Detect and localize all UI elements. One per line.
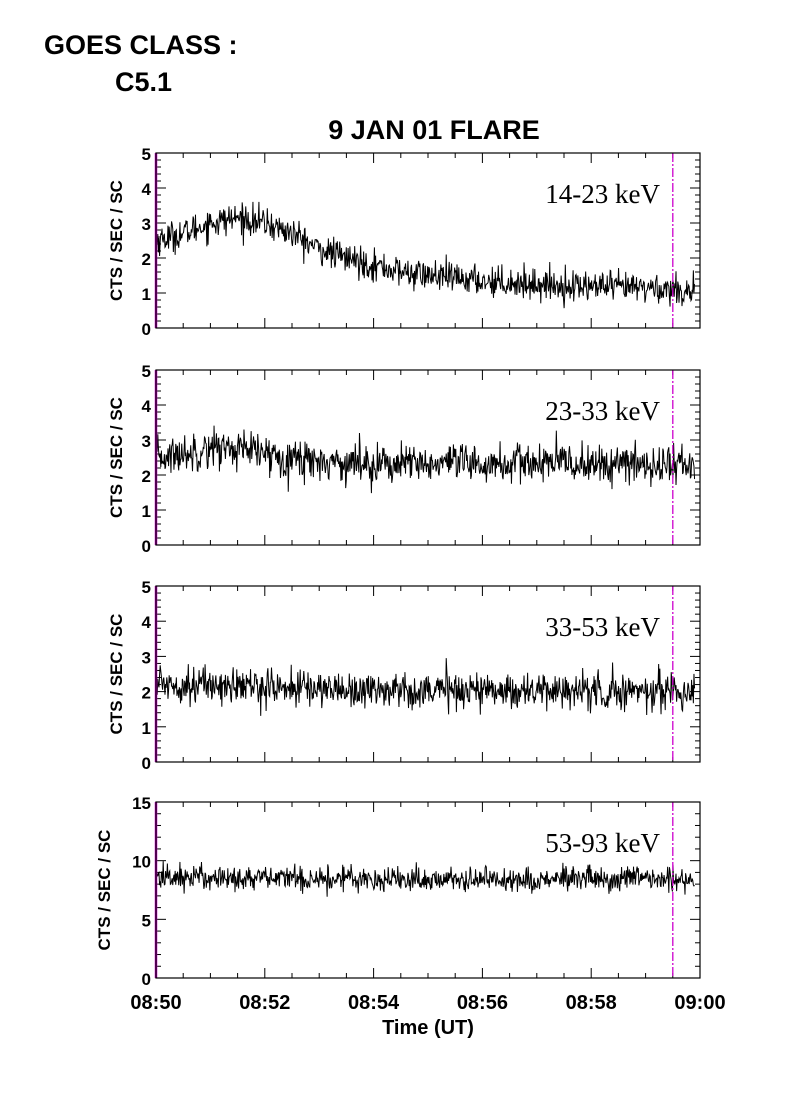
- energy-band-label: 53-93 keV: [545, 828, 660, 858]
- energy-band-label: 23-33 keV: [545, 396, 660, 426]
- x-tick-label: 08:56: [457, 992, 508, 1014]
- y-tick-label: 0: [142, 537, 151, 556]
- panel-4: 0 5 10 15 CTS / SEC / SC 53-93 keV 08:50 08:52 0…: [95, 794, 726, 1014]
- y-tick-label: 1: [142, 719, 151, 738]
- y-tick-label: 5: [142, 911, 151, 930]
- y-tick-label: 1: [142, 285, 151, 304]
- plot-frame: [155, 152, 701, 329]
- panel-2: 0 1 2 3 4 5 CTS / SEC / SC 23-33 keV: [107, 362, 701, 556]
- y-tick-label: 4: [142, 613, 152, 632]
- y-tick-label: 0: [142, 320, 151, 339]
- x-tick-label: 08:52: [239, 992, 290, 1014]
- y-tick-label: 10: [132, 853, 151, 872]
- y-tick-label: 0: [142, 754, 151, 773]
- energy-band-label: 14-23 keV: [545, 179, 660, 209]
- y-tick-label: 1: [142, 502, 151, 521]
- goes-class-label: GOES CLASS :: [44, 30, 238, 60]
- panel-3: 0 1 2 3 4 5 CTS / SEC / SC 33-53 keV: [107, 578, 701, 773]
- series-line: [155, 425, 696, 494]
- y-axis-label: CTS / SEC / SC: [107, 614, 126, 735]
- y-tick-label: 5: [142, 578, 151, 597]
- panels-group: 0 1 2 3 4 5 CTS / SEC / SC 14-23 keV 0 1 2 3 4 5 CTS /…: [95, 145, 726, 1014]
- series-line: [155, 201, 696, 309]
- x-tick-label: 09:00: [674, 992, 725, 1014]
- y-tick-label: 15: [132, 794, 151, 813]
- energy-band-label: 33-53 keV: [545, 612, 660, 642]
- y-axis-label: CTS / SEC / SC: [107, 397, 126, 518]
- figure-title: 9 JAN 01 FLARE: [328, 115, 540, 145]
- y-tick-label: 2: [142, 467, 151, 486]
- x-tick-label: 08:54: [348, 992, 400, 1014]
- y-tick-label: 5: [142, 362, 151, 381]
- x-tick-label: 08:58: [566, 992, 617, 1014]
- plot-frame: [155, 801, 701, 979]
- y-tick-label: 0: [142, 970, 151, 989]
- y-tick-label: 3: [142, 432, 151, 451]
- y-tick-label: 2: [142, 684, 151, 703]
- y-axis-label: CTS / SEC / SC: [107, 180, 126, 301]
- y-axis-label: CTS / SEC / SC: [95, 830, 114, 951]
- y-tick-label: 3: [142, 648, 151, 667]
- goes-class-value: C5.1: [115, 67, 173, 97]
- y-tick-label: 5: [142, 145, 151, 164]
- panel-1: 0 1 2 3 4 5 CTS / SEC / SC 14-23 keV: [107, 145, 701, 339]
- y-tick-label: 4: [142, 180, 152, 199]
- y-tick-label: 3: [142, 215, 151, 234]
- y-tick-label: 2: [142, 250, 151, 269]
- plot-frame: [155, 585, 701, 763]
- x-tick-label: 08:50: [130, 992, 181, 1014]
- y-tick-label: 4: [142, 397, 152, 416]
- series-line: [155, 861, 695, 897]
- x-axis-label: Time (UT): [382, 1017, 474, 1039]
- series-line: [155, 658, 696, 716]
- plot-frame: [155, 369, 701, 546]
